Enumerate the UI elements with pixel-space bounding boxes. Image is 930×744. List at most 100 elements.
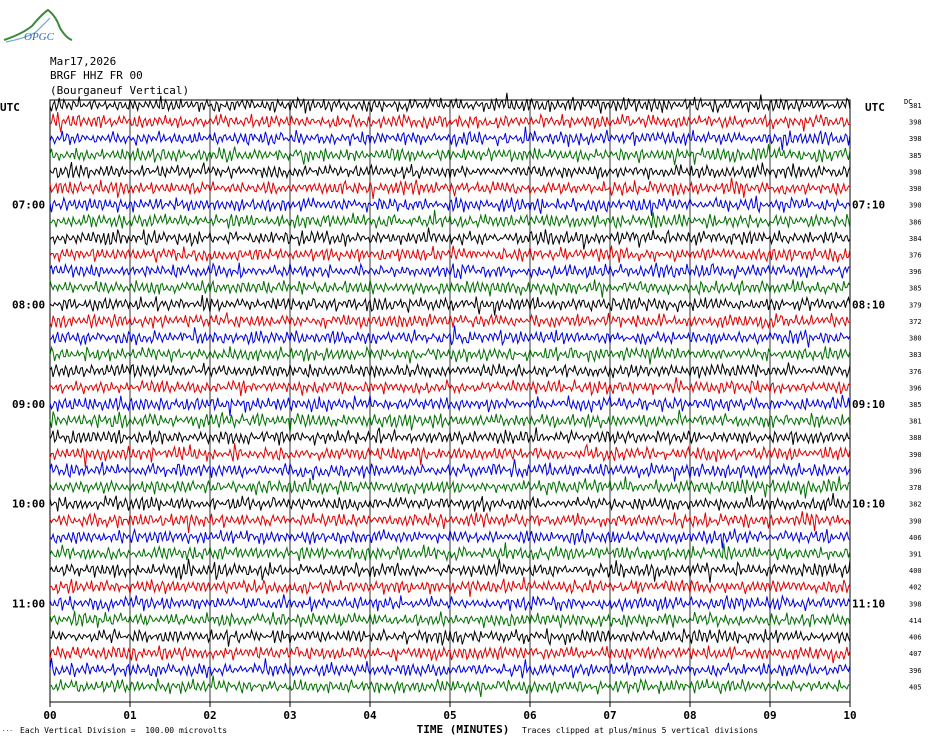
- dc-offset-label: 406: [909, 634, 922, 642]
- dc-label: DC: [904, 98, 913, 106]
- left-time-label: 07:00: [12, 199, 45, 212]
- x-tick-label: 10: [843, 709, 856, 722]
- dc-offset-label: 391: [909, 551, 922, 559]
- dc-offset-label: 390: [909, 202, 922, 210]
- trace-row-12: [49, 295, 851, 316]
- trace-row-18: [49, 394, 851, 417]
- trace-row-30: [49, 594, 851, 613]
- dc-offset-label: 402: [909, 584, 922, 592]
- trace-row-29: [49, 576, 851, 597]
- dc-offset-label: 376: [909, 368, 922, 376]
- right-time-label: 08:10: [852, 298, 885, 311]
- trace-row-13: [49, 312, 851, 330]
- dc-offset-label: 378: [909, 484, 922, 492]
- vertical-division-note: Each Vertical Division = 100.00 microvol…: [20, 726, 228, 735]
- trace-row-26: [49, 527, 851, 549]
- dc-offset-label: 396: [909, 384, 922, 392]
- trace-row-20: [49, 427, 851, 447]
- trace-row-27: [49, 542, 851, 563]
- x-tick-label: 09: [763, 709, 776, 722]
- x-tick-label: 07: [603, 709, 616, 722]
- trace-row-11: [49, 279, 851, 298]
- dc-offset-label: 396: [909, 268, 922, 276]
- trace-row-15: [49, 345, 851, 365]
- dc-offset-label: 379: [909, 301, 922, 309]
- trace-row-8: [49, 227, 851, 250]
- trace-row-3: [49, 144, 851, 165]
- x-tick-label: 06: [523, 709, 537, 722]
- x-tick-label: 02: [203, 709, 216, 722]
- location-label: (Bourganeuf Vertical): [50, 84, 190, 97]
- trace-row-23: [49, 476, 851, 499]
- x-tick-label: 00: [43, 709, 56, 722]
- dc-offset-label: 381: [909, 102, 922, 110]
- dc-offset-label: 390: [909, 517, 922, 525]
- dc-offset-label: 390: [909, 451, 922, 459]
- right-time-label: 11:10: [852, 597, 885, 610]
- trace-row-0: [49, 92, 851, 114]
- dc-offset-label: 381: [909, 418, 922, 426]
- right-axis-title: UTC: [865, 101, 885, 114]
- dc-offset-label: 398: [909, 135, 922, 143]
- dc-offset-label: 414: [909, 617, 922, 625]
- trace-row-9: [49, 245, 851, 263]
- logo-text: OPGC: [24, 31, 55, 43]
- left-time-label: 11:00: [12, 597, 45, 610]
- dc-offset-label: 398: [909, 600, 922, 608]
- clip-note: Traces clipped at plus/minus 5 vertical …: [522, 726, 759, 735]
- dc-offset-label: 380: [909, 335, 922, 343]
- dc-offset-label: 372: [909, 318, 922, 326]
- dc-offset-label: 385: [909, 401, 922, 409]
- right-time-label: 10:10: [852, 498, 885, 511]
- trace-row-19: [49, 409, 851, 433]
- dc-offset-label: 405: [909, 683, 922, 691]
- trace-row-14: [49, 325, 851, 348]
- trace-row-7: [49, 209, 851, 230]
- x-tick-label: 08: [683, 709, 696, 722]
- trace-row-5: [49, 177, 851, 199]
- trace-row-25: [49, 511, 851, 533]
- dc-offset-label: 382: [909, 501, 922, 509]
- x-tick-label: 04: [363, 709, 377, 722]
- trace-row-22: [49, 459, 851, 482]
- x-tick-label: 05: [443, 709, 456, 722]
- dc-offset-label: 398: [909, 119, 922, 127]
- trace-row-2: [49, 126, 851, 151]
- dc-offset-label: 384: [909, 235, 922, 243]
- dc-offset-label: 390: [909, 185, 922, 193]
- trace-row-4: [49, 162, 851, 180]
- dc-offset-label: 407: [909, 650, 922, 658]
- trace-row-28: [49, 558, 851, 583]
- dc-offset-label: 400: [909, 567, 922, 575]
- trace-row-33: [49, 645, 851, 664]
- trace-row-16: [49, 362, 851, 379]
- dc-offset-label: 388: [909, 434, 922, 442]
- x-tick-label: 03: [283, 709, 296, 722]
- corner-mark: ...: [2, 726, 13, 733]
- x-tick-label: 01: [123, 709, 137, 722]
- right-time-label: 09:10: [852, 398, 885, 411]
- dc-offset-label: 386: [909, 218, 922, 226]
- trace-row-1: [49, 112, 851, 133]
- trace-row-35: [49, 675, 851, 698]
- dc-offset-label: 385: [909, 285, 922, 293]
- trace-row-21: [49, 442, 851, 468]
- dc-offset-label: 398: [909, 168, 922, 176]
- station-label: BRGF HHZ FR 00: [50, 69, 143, 82]
- left-time-label: 08:00: [12, 298, 45, 311]
- date-label: Mar17,2026: [50, 55, 117, 68]
- left-time-label: 10:00: [12, 498, 45, 511]
- trace-row-17: [49, 377, 851, 397]
- dc-offset-label: 396: [909, 467, 922, 475]
- dc-offset-label: 396: [909, 667, 922, 675]
- left-time-label: 09:00: [12, 398, 45, 411]
- opgc-logo: OPGC: [3, 8, 73, 43]
- dc-offset-label: 383: [909, 351, 922, 359]
- trace-row-31: [49, 610, 851, 629]
- right-time-label: 07:10: [852, 199, 885, 212]
- trace-row-32: [49, 627, 851, 647]
- dc-offset-label: 385: [909, 152, 922, 160]
- left-axis-title: UTC: [0, 101, 20, 114]
- trace-row-34: [49, 657, 851, 679]
